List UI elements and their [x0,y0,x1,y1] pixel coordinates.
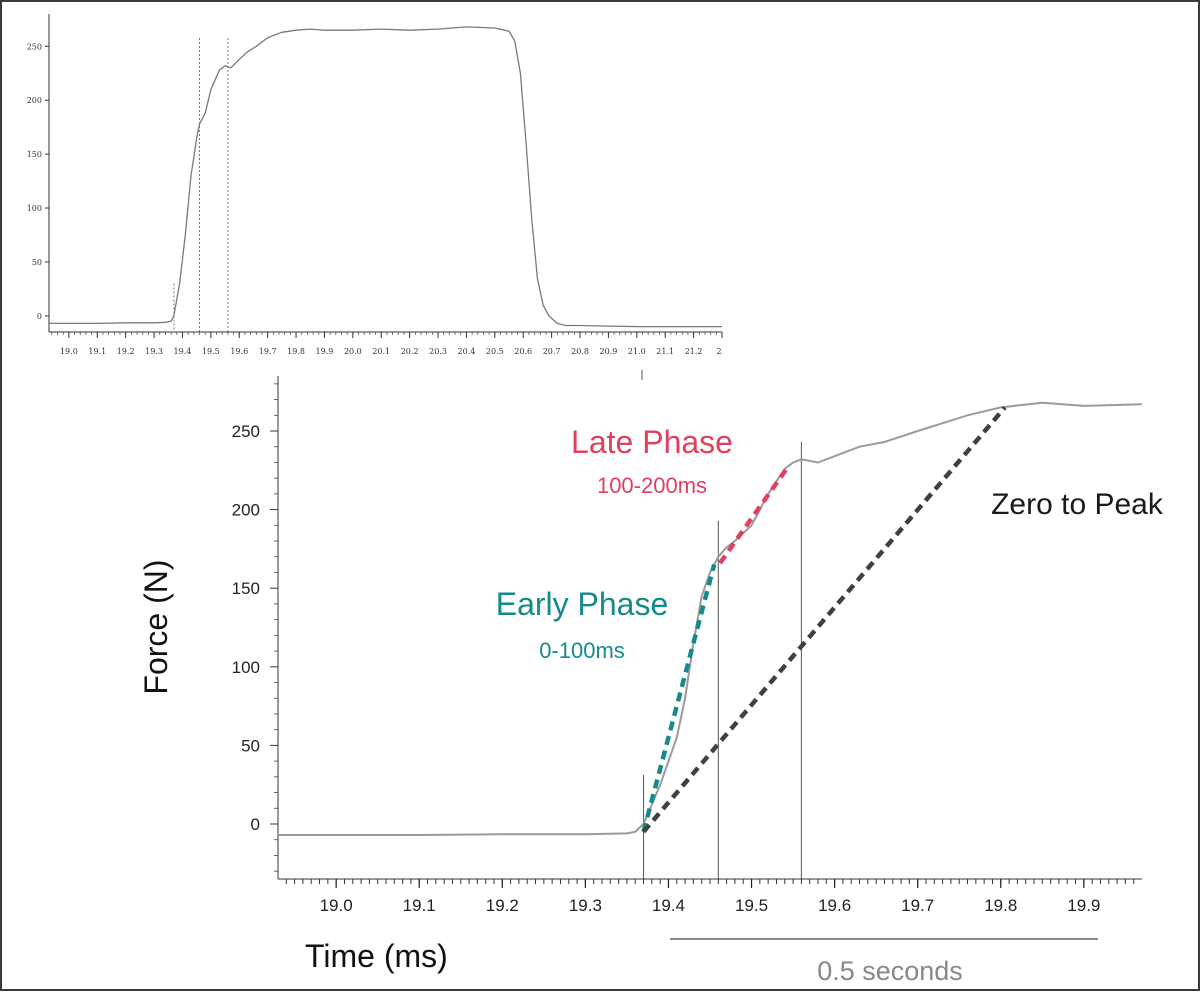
overview-x-tick-label: 20.1 [372,347,390,356]
overview-y-tick-label: 250 [27,42,42,51]
early-phase-range: 0-100ms [539,638,625,663]
overview-x-tick-label: 19.2 [117,347,135,356]
force-line [278,401,1143,836]
overview-x-tick-label: 20.7 [543,347,561,356]
late-phase-range: 100-200ms [597,473,707,498]
detail-x-tick-label: 19.1 [403,896,436,915]
detail-x-tick-label: 19.5 [735,896,768,915]
detail-y-tick-label: 50 [241,736,260,755]
overview-y-tick-label: 150 [27,150,42,159]
detail-x-tick-label: 19.7 [901,896,934,915]
detail-x-tick-label: 19.4 [652,896,685,915]
late-phase-title: Late Phase [571,424,733,460]
overview-x-tick-label: 20.5 [486,347,504,356]
detail-y-tick-label: 100 [232,658,260,677]
detail-y-tick-label: 200 [232,501,260,520]
overview-x-tick-label: 20.4 [458,347,476,356]
overview-chart: 0 50 100 150 200 250 19.0 19.1 19.2 19.3 19.4 19.5… [27,14,723,356]
overview-x-tick-label: 19.3 [145,347,163,356]
overview-force-line [49,26,722,328]
overview-x-tick-label: 20.2 [401,347,419,356]
zero-to-peak-label: Zero to Peak [991,488,1164,521]
y-axis-label: Force (N) [138,559,174,694]
overview-y-tick-label: 50 [32,258,42,267]
overview-x-tick-label: 19.6 [230,347,248,356]
overview-x-tick-label: 20.0 [344,347,362,356]
x-axis-label: Time (ms) [305,938,448,974]
overview-x-tick-label: 20.9 [600,347,618,356]
overview-x-tick-label: 2 [716,347,721,356]
overview-x-tick-label: 19.5 [202,347,220,356]
detail-y-tick-label: 150 [232,579,260,598]
overview-x-tick-label: 19.4 [174,347,192,356]
overview-x-tick-label: 19.7 [259,347,277,356]
overview-x-tick-label: 21.2 [685,347,703,356]
overview-x-tick-label: 21.0 [628,347,646,356]
detail-x-tick-label: 19.3 [569,896,602,915]
detail-y-tick-label: 0 [251,815,260,834]
overview-y-tick-label: 0 [37,312,42,321]
duration-label: 0.5 seconds [817,956,963,986]
overview-y-tick-label: 100 [27,204,42,213]
overview-x-tick-label: 19.8 [287,347,305,356]
overview-x-tick-label: 19.0 [60,347,78,356]
detail-y-tick-label: 250 [232,422,260,441]
detail-chart: 0 50 100 150 200 250 19.0 19.1 19.2 19.3 19.4 19.5… [138,370,1164,986]
overview-x-tick-label: 19.1 [88,347,106,356]
detail-x-tick-label: 19.8 [984,896,1017,915]
overview-x-tick-label: 20.3 [429,347,447,356]
late-phase-line [718,464,791,565]
overview-x-tick-label: 20.6 [514,347,532,356]
detail-x-tick-label: 19.9 [1067,896,1100,915]
detail-x-tick-label: 19.2 [486,896,519,915]
early-phase-line [641,564,717,833]
overview-x-tick-label: 20.8 [571,347,589,356]
overview-x-tick-label: 19.9 [316,347,334,356]
detail-x-tick-label: 19.6 [818,896,851,915]
zero-to-peak-line [641,405,1007,834]
early-phase-title: Early Phase [496,586,669,622]
overview-x-tick-label: 21.1 [656,347,674,356]
detail-x-tick-label: 19.0 [320,896,353,915]
overview-y-tick-label: 200 [27,96,42,105]
